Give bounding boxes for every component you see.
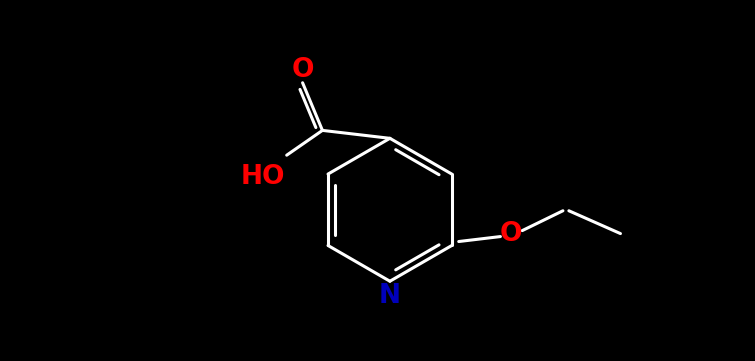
Text: O: O [291,57,314,83]
Text: O: O [500,221,522,247]
Text: HO: HO [241,164,285,190]
Text: N: N [379,283,401,309]
